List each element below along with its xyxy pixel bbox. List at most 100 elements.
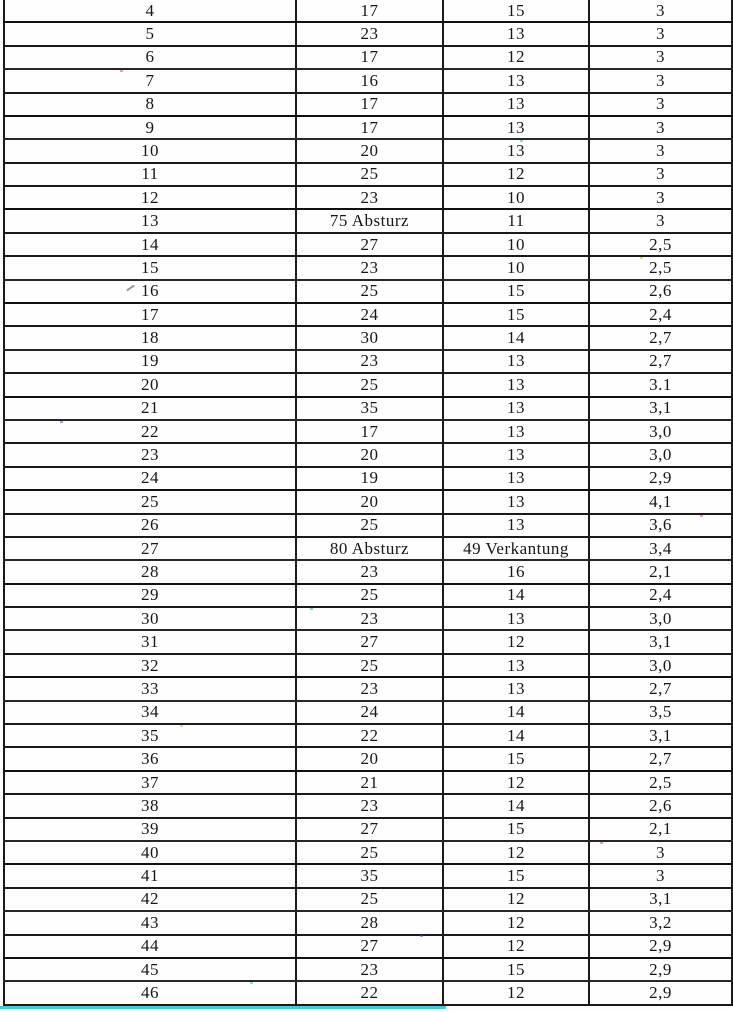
table-row: 16 25 15 2,6 <box>3 278 733 305</box>
table-cell: 13 <box>442 442 590 468</box>
table-cell: 12 <box>442 980 590 1006</box>
table-cell: 12 <box>442 910 590 936</box>
table-cell: 3 <box>588 138 733 164</box>
table-cell: 3,1 <box>588 395 733 421</box>
table-cell: 23 <box>295 956 444 983</box>
table-row: 36 20 15 2,7 <box>3 746 733 772</box>
table-cell: 2,5 <box>588 255 733 281</box>
table-cell: 46 <box>3 980 297 1006</box>
table-cell: 43 <box>3 910 297 936</box>
scan-noise-speck <box>420 935 423 937</box>
table-cell: 11 <box>442 208 590 234</box>
table-row: 25 20 13 4,1 <box>3 489 733 515</box>
table-cell: 2,6 <box>588 793 733 819</box>
table-cell: 10 <box>442 185 590 211</box>
table-cell: 14 <box>3 231 297 258</box>
table-cell: 13 <box>442 348 590 375</box>
table-cell: 38 <box>3 793 297 819</box>
table-cell: 22 <box>295 980 444 1006</box>
table-cell: 25 <box>295 839 444 866</box>
table-row: 39 27 15 2,1 <box>3 816 733 843</box>
table-cell: 13 <box>442 372 590 398</box>
table-cell: 2,1 <box>588 559 733 585</box>
table-cell: 20 <box>295 442 444 468</box>
table-cell: 17 <box>295 44 444 71</box>
table-cell: 35 <box>295 863 444 889</box>
table-cell: 25 <box>295 582 444 609</box>
table-cell: 20 <box>295 138 444 164</box>
table-cell: 12 <box>442 629 590 655</box>
table-row: 10 20 13 3 <box>3 138 733 164</box>
table-cell: 12 <box>442 44 590 71</box>
table-cell: 12 <box>442 769 590 796</box>
table-cell: 13 <box>442 395 590 421</box>
table-cell: 15 <box>442 746 590 772</box>
table-cell: 10 <box>442 231 590 258</box>
table-cell: 44 <box>3 933 297 959</box>
table-cell: 14 <box>442 699 590 726</box>
table-cell: 3,0 <box>588 606 733 632</box>
table-cell: 7 <box>3 68 297 94</box>
table-row: 14 27 10 2,5 <box>3 231 733 258</box>
table-cell: 13 <box>442 512 590 538</box>
table-cell: 39 <box>3 816 297 843</box>
table-cell: 25 <box>295 652 444 679</box>
table-row: 21 35 13 3,1 <box>3 395 733 421</box>
table-cell: 37 <box>3 769 297 796</box>
table-cell: 23 <box>295 21 444 47</box>
table-cell: 3,1 <box>588 886 733 913</box>
table-cell: 17 <box>295 114 444 141</box>
table-cell: 23 <box>295 606 444 632</box>
table-cell: 35 <box>3 723 297 749</box>
table-cell: 15 <box>442 301 590 328</box>
table-cell: 2,5 <box>588 769 733 796</box>
table-cell: 19 <box>295 465 444 492</box>
scan-noise-speck <box>120 70 123 72</box>
table-cell: 15 <box>442 0 590 24</box>
table-cell: 23 <box>295 793 444 819</box>
table-cell: 3,0 <box>588 418 733 445</box>
table-cell: 3 <box>588 91 733 117</box>
table-cell: 3 <box>588 21 733 47</box>
table-cell: 13 <box>442 606 590 632</box>
table-row: 40 25 12 3 <box>3 839 733 866</box>
table-row: 45 23 15 2,9 <box>3 956 733 983</box>
table-cell: 17 <box>295 91 444 117</box>
table-cell: 23 <box>295 676 444 702</box>
table-cell: 15 <box>3 255 297 281</box>
table-cell: 3,0 <box>588 652 733 679</box>
table-cell: 17 <box>295 418 444 445</box>
table-cell: 3.1 <box>588 372 733 398</box>
table-cell: 2,1 <box>588 816 733 843</box>
table-cell: 15 <box>442 278 590 305</box>
table-row: 24 19 13 2,9 <box>3 465 733 492</box>
table-cell: 49 Verkantung <box>442 535 590 562</box>
table-cell: 2,6 <box>588 278 733 305</box>
table-cell: 23 <box>295 348 444 375</box>
table-cell: 25 <box>295 886 444 913</box>
table-row: 26 25 13 3,6 <box>3 512 733 538</box>
table-cell: 12 <box>442 839 590 866</box>
table-cell: 45 <box>3 956 297 983</box>
table-cell: 3,1 <box>588 629 733 655</box>
table-cell: 14 <box>442 723 590 749</box>
table-cell: 13 <box>442 91 590 117</box>
table-cell: 25 <box>295 372 444 398</box>
table-cell: 11 <box>3 161 297 188</box>
table-cell: 2,9 <box>588 933 733 959</box>
table-cell: 20 <box>3 372 297 398</box>
table-cell: 13 <box>442 489 590 515</box>
table-row: 27 80 Absturz 49 Verkantung 3,4 <box>3 535 733 562</box>
table-cell: 18 <box>3 325 297 351</box>
table-row: 29 25 14 2,4 <box>3 582 733 609</box>
table-row: 12 23 10 3 <box>3 185 733 211</box>
table-cell: 2,4 <box>588 582 733 609</box>
table-row: 20 25 13 3.1 <box>3 372 733 398</box>
table-cell: 13 <box>442 68 590 94</box>
table-cell: 36 <box>3 746 297 772</box>
table-cell: 14 <box>442 325 590 351</box>
table-cell: 10 <box>442 255 590 281</box>
scanner-artifact-line <box>0 1006 446 1009</box>
table-cell: 22 <box>295 723 444 749</box>
